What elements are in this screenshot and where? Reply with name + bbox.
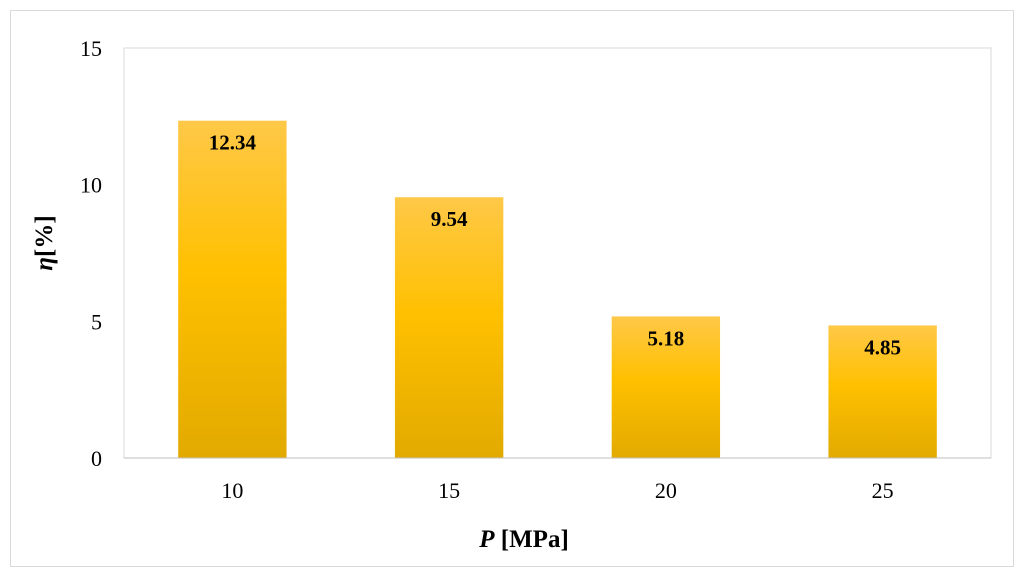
x-axis-title-unit: [MPa] xyxy=(495,526,569,553)
y-tick-labels: 0 5 10 15 xyxy=(80,36,102,471)
data-label-20: 5.18 xyxy=(648,326,685,350)
bar-20 xyxy=(611,316,721,458)
y-axis-title-unit: [%] xyxy=(31,215,58,257)
x-tick-label-25: 25 xyxy=(872,478,894,503)
chart-frame xyxy=(10,10,1014,567)
data-label-25: 4.85 xyxy=(864,335,901,359)
x-tick-label-10: 10 xyxy=(221,478,243,503)
x-axis-title-symbol: P xyxy=(478,526,495,553)
y-tick-label-10: 10 xyxy=(80,173,102,198)
bar-10 xyxy=(178,120,287,458)
x-axis-title: P [MPa] xyxy=(478,526,569,553)
x-tick-labels: 10 15 20 25 xyxy=(221,478,893,503)
y-axis-title: η[%] xyxy=(31,215,58,270)
bar-15 xyxy=(394,197,504,459)
x-tick-label-20: 20 xyxy=(655,478,677,503)
y-tick-label-15: 15 xyxy=(80,36,102,61)
data-labels-group: 12.34 9.54 5.18 4.85 xyxy=(209,131,901,360)
bars-group xyxy=(178,120,937,459)
bar-25 xyxy=(828,325,937,458)
y-tick-label-0: 0 xyxy=(91,446,102,471)
y-axis-title-symbol: η xyxy=(31,257,58,271)
data-label-15: 9.54 xyxy=(431,207,468,231)
data-label-10: 12.34 xyxy=(209,131,257,155)
y-tick-label-5: 5 xyxy=(91,309,102,334)
x-tick-label-15: 15 xyxy=(438,478,460,503)
